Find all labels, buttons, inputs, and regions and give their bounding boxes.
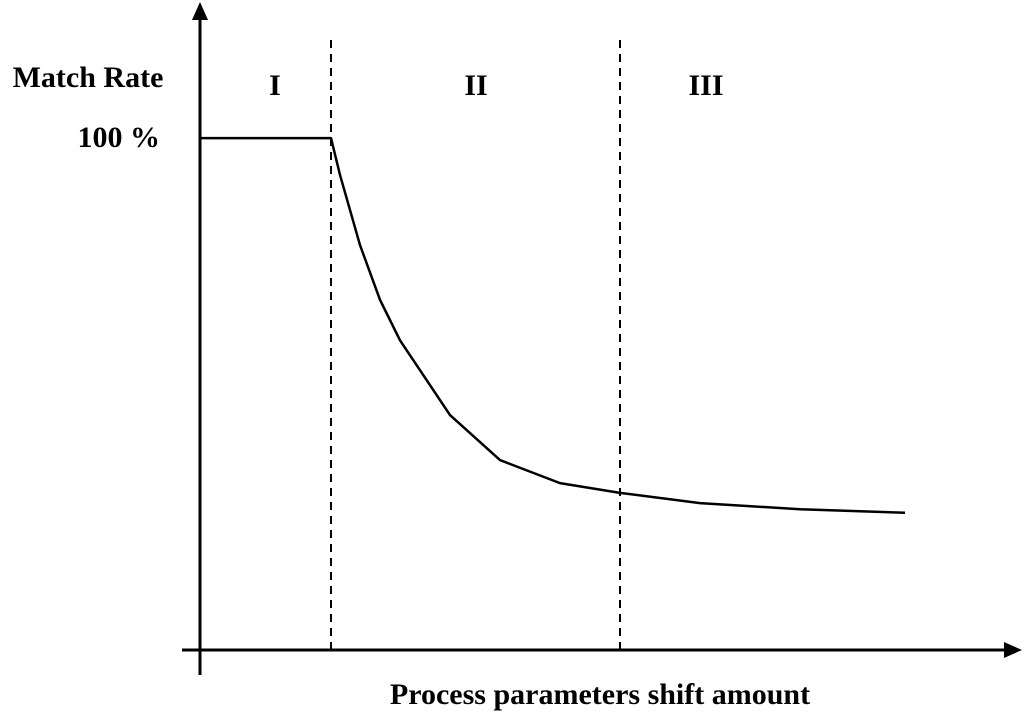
- region-label: I: [269, 69, 281, 102]
- x-axis-label: Process parameters shift amount: [390, 678, 810, 711]
- curve: [200, 136, 906, 515]
- y-axis-label: Match Rate: [13, 61, 164, 94]
- y-axis-arrow: [192, 2, 208, 20]
- region-label: III: [688, 69, 723, 102]
- x-axis-arrow: [1004, 642, 1022, 658]
- y-tick-label: 100 %: [78, 121, 161, 154]
- region-label: II: [464, 69, 487, 102]
